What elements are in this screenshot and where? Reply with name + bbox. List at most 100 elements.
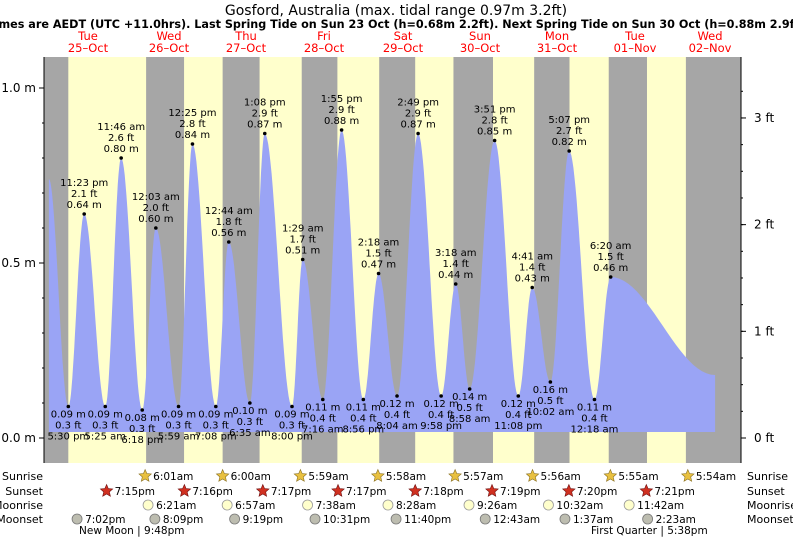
tide-height-m: 0.12 m: [379, 399, 414, 410]
moonset-time: 7:02pm: [85, 514, 125, 526]
day-date: 28–Oct: [304, 41, 345, 55]
sunrise-time: 5:54am: [696, 471, 736, 483]
tide-time: 5:25 am: [85, 432, 127, 443]
day-name: Tue: [624, 29, 645, 43]
moonset-time: 10:31pm: [323, 514, 370, 526]
moonrise-time: 6:57am: [235, 500, 275, 512]
tide-height-ft: 2.8 ft: [481, 116, 507, 127]
moonrise-icon: [623, 499, 635, 511]
moonset-icon: [229, 513, 241, 525]
moon-phase-note: New Moon | 9:48pm: [79, 525, 185, 537]
tide-point: [176, 404, 181, 409]
tide-time: 8:00 pm: [271, 432, 313, 443]
moonset-time: 12:43am: [493, 514, 540, 526]
tide-time: 12:03 am: [132, 192, 180, 203]
axes: 0.0 m 0.5 m 1.0 m 0 ft 1 ft 2 ft 3 ft: [1, 57, 774, 463]
tide-point: [339, 128, 344, 132]
tide-height-m: 0.87 m: [247, 120, 282, 131]
tide-time: 5:30 pm: [47, 432, 89, 443]
tide-area: [48, 130, 716, 432]
moonset-icon: [479, 513, 491, 525]
tide-height-m: 0.08 m: [125, 413, 160, 424]
tide-height-ft: 1.5 ft: [365, 249, 391, 260]
tide-time: 10:02 am: [526, 407, 574, 418]
tide-point: [190, 142, 195, 146]
day-date: 02–Nov: [689, 41, 732, 55]
almanac-row-label-right: Moonset: [747, 513, 793, 526]
sunset-time: 7:15pm: [115, 486, 155, 498]
tide-time: 5:07 pm: [548, 115, 590, 126]
sunrise-icon: [215, 468, 230, 482]
day-name: Sun: [469, 29, 491, 43]
tide-time: 1:55 pm: [321, 94, 363, 105]
moonrise-time: 8:28am: [396, 500, 436, 512]
right-axis-tick-label: 3 ft: [754, 111, 774, 125]
tide-height-ft: 1.5 ft: [597, 252, 623, 263]
almanac-row-label-left: Moonset: [0, 513, 44, 526]
tide-point: [567, 149, 571, 153]
tide-point: [361, 397, 366, 402]
moonrise-time: 9:26am: [477, 500, 517, 512]
tide-height-m: 0.09 m: [274, 410, 309, 421]
tide-point: [592, 397, 597, 402]
day-name: Sat: [394, 29, 413, 43]
sunset-time: 7:16pm: [192, 486, 232, 498]
chart-subtitle: Times are AEDT (UTC +11.0hrs). Last Spri…: [0, 18, 793, 31]
sunrise-time: 5:58am: [386, 471, 426, 483]
tide-height-m: 0.12 m: [424, 399, 459, 410]
moonset-icon: [559, 513, 571, 525]
tide-point: [416, 131, 420, 136]
tide-time: 8:58 am: [449, 414, 491, 425]
tide-height-m: 0.44 m: [438, 270, 473, 281]
tide-point: [395, 394, 399, 398]
moon-phase-note: First Quarter | 5:38pm: [591, 525, 708, 537]
tide-height-ft: 0.3 ft: [203, 421, 229, 432]
tide-time: 12:25 pm: [168, 108, 216, 119]
tide-height-m: 0.85 m: [477, 127, 512, 138]
tide-point: [119, 156, 123, 160]
moonrise-icon: [302, 499, 313, 511]
moonrise-icon: [142, 499, 154, 511]
sunset-time: 7:20pm: [577, 486, 617, 498]
tide-height-m: 0.11 m: [305, 403, 340, 414]
tide-point: [290, 404, 294, 409]
tide-height-ft: 2.8 ft: [179, 119, 205, 130]
tide-height-m: 0.80 m: [104, 144, 139, 155]
tide-height-m: 0.88 m: [324, 116, 359, 127]
tide-height-m: 0.11 m: [346, 403, 381, 414]
moonrise-icon: [221, 499, 233, 511]
moonrise-icon: [543, 499, 554, 511]
left-axis-tick-label: 1.0 m: [1, 81, 36, 95]
moonset-time: 11:40pm: [404, 514, 451, 526]
sunrise-icon: [370, 468, 385, 482]
right-axis-tick-label: 1 ft: [754, 324, 774, 338]
moonset-icon: [390, 513, 402, 525]
day-name: Tue: [77, 29, 98, 43]
tide-point: [376, 271, 381, 276]
tide-curve: [48, 130, 716, 432]
tide-height-m: 0.51 m: [285, 246, 320, 257]
moonset-icon: [149, 513, 161, 525]
tide-height-m: 0.09 m: [198, 410, 233, 421]
tide-height-m: 0.46 m: [593, 263, 628, 274]
tide-point: [439, 394, 443, 398]
moonset-time: 9:19pm: [243, 514, 283, 526]
moonset-time: 1:37am: [573, 514, 613, 526]
tide-height-ft: 0.3 ft: [92, 421, 118, 432]
chart-title: Gosford, Australia (max. tidal range 0.9…: [225, 3, 567, 19]
tide-time: 11:46 am: [97, 122, 145, 133]
tide-height-m: 0.14 m: [452, 392, 487, 403]
tide-height-m: 0.64 m: [67, 200, 102, 211]
moonset-icon: [642, 513, 654, 525]
tide-point: [103, 404, 108, 409]
sunset-icon: [485, 483, 499, 497]
sunrise-time: 6:00am: [231, 471, 271, 483]
tide-height-ft: 0.5 ft: [537, 396, 563, 407]
tide-height-ft: 2.7 ft: [556, 126, 582, 137]
tide-height-m: 0.43 m: [515, 274, 550, 285]
sunset-icon: [99, 483, 114, 497]
tide-time: 11:23 pm: [60, 178, 108, 189]
tide-height-ft: 2.1 ft: [71, 189, 97, 200]
tide-height-ft: 0.4 ft: [581, 414, 607, 425]
